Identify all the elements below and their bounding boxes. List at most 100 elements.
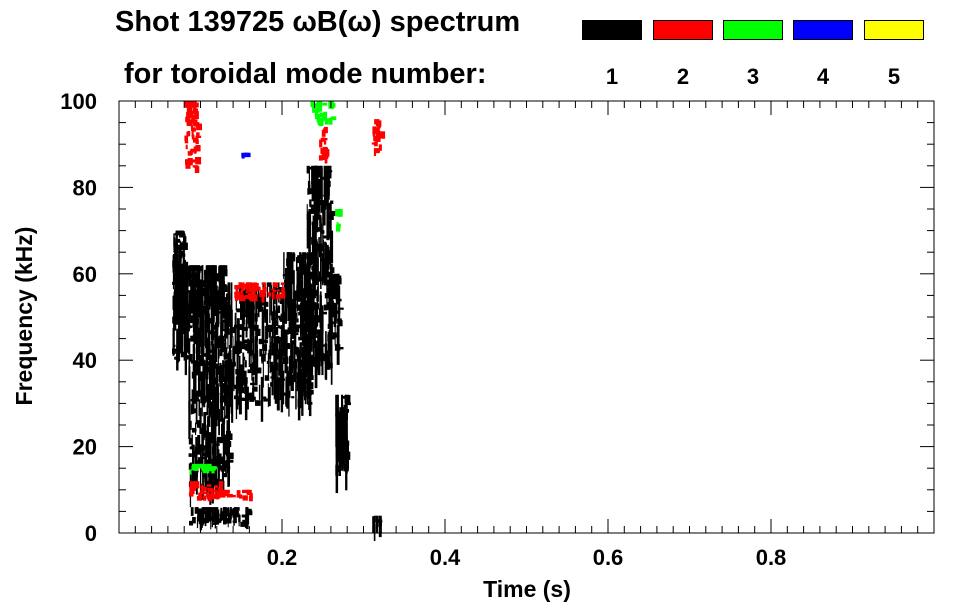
spectral-blob: [324, 360, 331, 364]
spectral-blob: [337, 320, 343, 327]
spectral-blob: [310, 101, 315, 108]
spectral-blob: [189, 481, 195, 488]
spectral-blob: [192, 344, 195, 372]
spectral-blob: [187, 273, 192, 278]
spectral-blob: [203, 382, 206, 408]
spectral-blob: [339, 407, 342, 413]
spectral-blob: [193, 101, 197, 109]
spectral-blob: [320, 230, 325, 234]
spectral-blob: [335, 448, 339, 494]
spectral-blob: [309, 375, 314, 380]
spectral-region: [282, 252, 315, 421]
spectral-blob: [227, 401, 230, 441]
spectral-blob: [329, 274, 331, 298]
spectral-blob: [306, 290, 310, 327]
spectral-blob: [299, 258, 302, 296]
spectral-blob: [314, 241, 317, 262]
spectral-blob: [196, 495, 203, 501]
spectral-blob: [322, 239, 324, 257]
spectral-blob: [202, 467, 204, 500]
spectral-blob: [212, 265, 215, 293]
spectral-blob: [239, 365, 243, 373]
spectral-blob: [279, 287, 283, 293]
spectral-blob: [324, 261, 327, 285]
spectral-blob: [239, 397, 246, 401]
spectral-blob: [205, 337, 209, 380]
spectral-blob: [336, 286, 338, 318]
spectral-blob: [303, 274, 307, 304]
spectral-blob: [343, 420, 347, 463]
spectral-blob: [183, 259, 186, 289]
spectral-blob: [231, 377, 234, 423]
spectral-blob: [322, 128, 326, 137]
spectral-blob: [248, 292, 254, 299]
spectral-blob: [236, 344, 238, 389]
spectral-blob: [321, 155, 326, 160]
spectral-blob: [244, 360, 247, 368]
spectral-blob: [203, 413, 207, 438]
spectral-blob: [219, 266, 223, 271]
spectral-blob: [292, 305, 295, 339]
spectral-blob: [304, 292, 307, 336]
spectral-blob: [182, 233, 186, 238]
spectral-blob: [259, 290, 266, 297]
spectral-blob: [201, 392, 204, 406]
spectral-blob: [270, 285, 273, 316]
spectral-blob: [247, 489, 252, 495]
spectral-blob: [191, 130, 194, 137]
spectral-blob: [221, 268, 228, 277]
spectral-blob: [201, 433, 205, 441]
y-tick-label: 60: [73, 262, 97, 287]
spectral-blob: [241, 154, 245, 159]
spectral-blob: [229, 507, 232, 517]
spectral-blob: [325, 331, 327, 354]
spectral-blob: [294, 328, 297, 348]
spectral-blob: [297, 398, 301, 408]
spectral-blob: [220, 338, 223, 351]
spectral-blob: [320, 148, 325, 154]
spectral-blob: [337, 435, 339, 460]
spectral-blob: [266, 282, 269, 298]
spectral-blob: [238, 324, 245, 330]
spectral-blob: [195, 135, 202, 138]
spectral-blob: [211, 466, 217, 470]
spectral-blob: [276, 377, 280, 411]
spectral-blob: [379, 131, 386, 139]
spectral-blob: [208, 333, 210, 345]
spectral-blob: [327, 331, 329, 357]
spectral-blob: [236, 318, 240, 353]
spectral-blob: [194, 111, 197, 119]
spectral-blob: [202, 507, 208, 511]
spectral-blob: [230, 309, 233, 338]
spectral-blob: [346, 422, 348, 451]
spectral-blob: [196, 132, 200, 137]
spectral-region: [189, 463, 217, 475]
spectral-blob: [282, 301, 284, 344]
spectral-blob: [338, 347, 344, 350]
spectral-blob: [192, 137, 199, 143]
spectral-blob: [236, 396, 241, 402]
spectral-blob: [373, 148, 376, 156]
spectral-blob: [238, 282, 241, 289]
spectral-blob: [176, 346, 179, 371]
spectral-blob: [326, 263, 328, 308]
spectral-blob: [208, 479, 212, 496]
spectral-blob: [319, 139, 323, 148]
spectral-region: [306, 165, 336, 389]
spectral-blob: [238, 282, 245, 286]
spectral-blob: [312, 246, 314, 259]
spectral-blob: [232, 346, 236, 367]
spectral-blob: [342, 408, 344, 418]
x-tick-label: 0.8: [756, 545, 787, 570]
spectral-blob: [298, 376, 301, 400]
spectral-blob: [321, 168, 323, 213]
spectral-blob: [188, 453, 192, 457]
spectral-blob: [310, 382, 314, 390]
spectral-blob: [234, 292, 238, 298]
spectral-blob: [180, 351, 186, 358]
spectral-blob: [225, 390, 228, 417]
spectral-blob: [187, 151, 192, 156]
y-tick-label: 40: [73, 348, 97, 373]
spectral-blob: [191, 134, 195, 140]
